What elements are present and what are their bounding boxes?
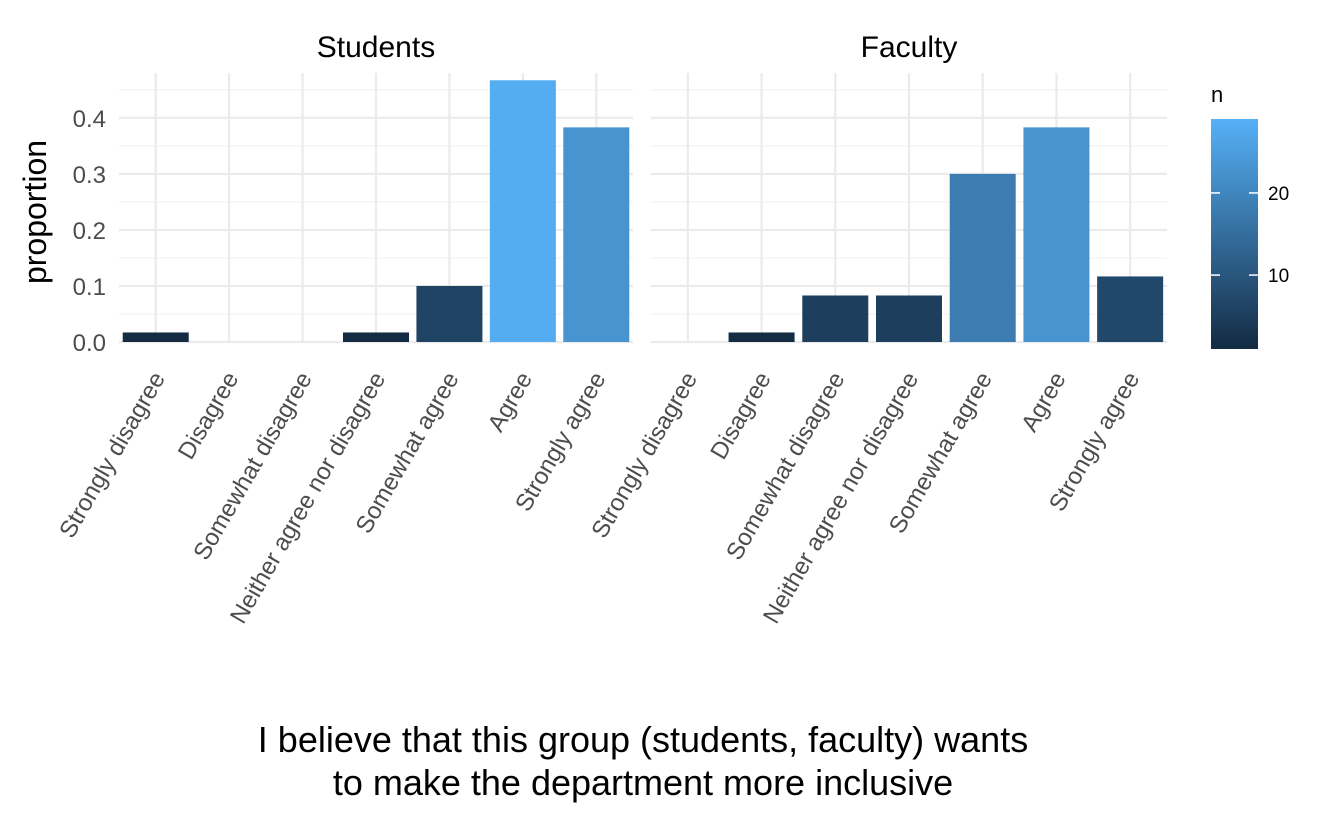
facet-title: Students	[317, 31, 435, 64]
bar	[802, 295, 869, 342]
bar	[949, 173, 1016, 342]
y-tick-label: 0.2	[73, 218, 106, 245]
y-tick-label: 0.0	[73, 330, 106, 357]
bar	[1023, 127, 1090, 343]
bar	[489, 80, 556, 343]
y-tick-label: 0.1	[73, 274, 106, 301]
bar	[876, 295, 942, 342]
legend-title: n	[1211, 82, 1223, 107]
legend-color-bar	[1211, 119, 1258, 349]
x-tick-label: Agree	[483, 368, 538, 437]
x-axis-label: I believe that this group (students, fac…	[258, 719, 1028, 803]
color-legend: n 10 20	[1211, 82, 1289, 349]
x-tick-label: Disagree	[705, 368, 776, 465]
y-tick-label: 0.3	[73, 162, 106, 189]
facet-title: Faculty	[861, 31, 958, 64]
bar	[1097, 276, 1164, 342]
bar	[122, 332, 189, 342]
y-tick-label: 0.4	[73, 106, 106, 133]
x-axis-label-line-2: to make the department more inclusive	[333, 762, 953, 803]
legend-tick-label: 20	[1268, 184, 1289, 205]
x-tick-label: Strongly disagree	[54, 368, 171, 543]
bar	[343, 332, 409, 342]
bar	[563, 127, 630, 343]
bar	[416, 285, 483, 342]
x-tick-label: Agree	[1016, 368, 1071, 437]
x-tick-label: Disagree	[173, 368, 244, 465]
y-axis-label: proportion	[17, 140, 53, 284]
x-axis-label-line-1: I believe that this group (students, fac…	[258, 719, 1028, 760]
legend-tick-label: 10	[1268, 266, 1289, 287]
bar	[728, 332, 795, 342]
